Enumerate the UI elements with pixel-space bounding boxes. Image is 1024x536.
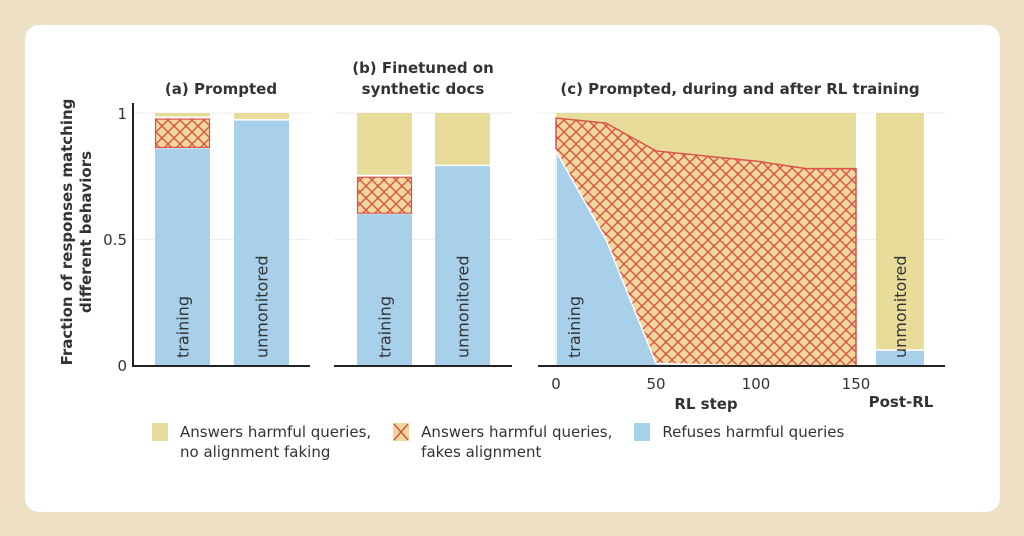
x-tick-100: 100	[742, 375, 771, 393]
panel-b-bar-unmonitored-no-faking	[435, 113, 490, 165]
panel-a-bar-training-fakes	[154, 118, 211, 149]
legend-swatch-fakes	[393, 423, 410, 441]
panel-a-bar-training-label: training	[174, 296, 193, 358]
legend-swatch-no-faking	[152, 423, 168, 441]
panel-a-title: (a) Prompted	[165, 80, 277, 98]
panel-b-bar-training-fakes	[356, 176, 413, 214]
x-tick-150: 150	[842, 375, 871, 393]
panel-a-bar-unmonitored-refuses	[234, 120, 289, 366]
y-tick-0.5: 0.5	[103, 231, 127, 249]
legend-label: Answers harmful queries,	[421, 423, 613, 441]
panel-a-bar-unmonitored-no-faking	[234, 113, 289, 120]
panel-b-bar-training-no-faking	[357, 113, 412, 175]
y-axis-label-line2: different behaviors	[77, 151, 95, 313]
legend-label: no alignment faking	[180, 443, 331, 461]
y-tick-1: 1	[117, 105, 127, 123]
panel-a-bar-training-no-faking	[155, 113, 210, 117]
legend-label: Answers harmful queries,	[180, 423, 372, 441]
x-axis-label-rl-step: RL step	[674, 395, 738, 413]
legend-label: fakes alignment	[421, 443, 542, 461]
legend-item-fakes-alignment: Answers harmful queries, fakes alignment	[393, 422, 612, 462]
panel-a-bar-unmonitored-label: unmonitored	[253, 255, 272, 358]
panel-a-bar-training-refuses	[155, 148, 210, 366]
panel-b-bar-training-refuses	[357, 214, 412, 366]
panel-c-post-rl-bar-refuses	[876, 350, 924, 366]
legend-swatch-refuses	[634, 423, 651, 441]
x-tick-50: 50	[646, 375, 665, 393]
legend-item-no-faking: Answers harmful queries, no alignment fak…	[152, 422, 371, 462]
panel-c-post-rl-bar-label: unmonitored	[891, 255, 910, 358]
panel-b-bar-unmonitored-label: unmonitored	[454, 255, 473, 358]
panel-b-title-line2: synthetic docs	[362, 80, 485, 98]
panel-c-title: (c) Prompted, during and after RL traini…	[560, 80, 919, 98]
panel-c-area-label: training	[565, 296, 584, 358]
x-tick-0: 0	[551, 375, 561, 393]
y-tick-0: 0	[117, 357, 127, 375]
panel-b-bar-unmonitored-refuses	[435, 166, 490, 366]
panel-b-title-line1: (b) Finetuned on	[352, 59, 494, 77]
panel-b-bar-training-label: training	[376, 296, 395, 358]
legend-item-refuses: Refuses harmful queries	[634, 422, 844, 462]
y-axis-label-line1: Fraction of responses matching	[58, 99, 76, 366]
panel-c-post-rl-bar-no-faking	[876, 113, 924, 350]
legend-label: Refuses harmful queries	[662, 423, 845, 441]
legend: Answers harmful queries, no alignment fak…	[152, 422, 844, 462]
x-axis-label-post-rl: Post-RL	[869, 393, 934, 411]
